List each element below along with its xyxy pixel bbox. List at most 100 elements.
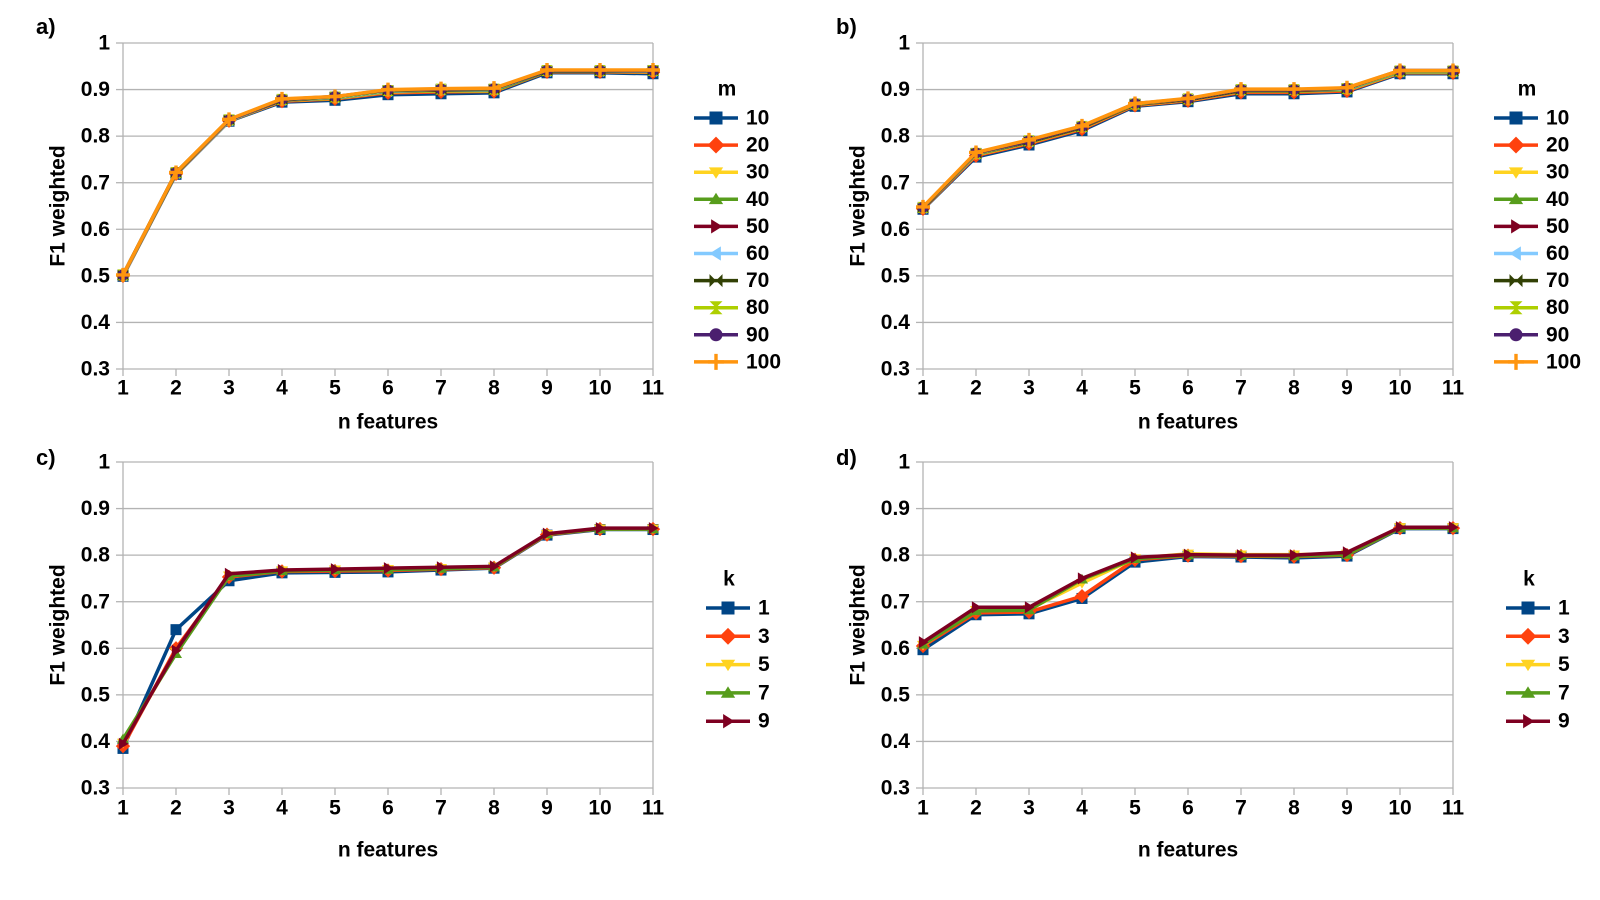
svg-text:0.4: 0.4 bbox=[881, 311, 911, 334]
svg-text:F1 weighted: F1 weighted bbox=[47, 145, 70, 266]
marker-triangle-right-icon bbox=[171, 644, 182, 657]
svg-text:4: 4 bbox=[276, 377, 288, 400]
svg-text:n features: n features bbox=[1138, 411, 1238, 434]
marker-triangle-right-icon bbox=[648, 522, 659, 535]
svg-text:9: 9 bbox=[541, 797, 553, 820]
marker-plus-icon bbox=[916, 199, 930, 214]
marker-triangle-right-icon bbox=[595, 522, 606, 535]
legend-marker-triangle-right-icon bbox=[1511, 219, 1523, 234]
svg-text:4: 4 bbox=[1076, 797, 1088, 820]
svg-text:10: 10 bbox=[1546, 107, 1569, 130]
marker-triangle-right-icon bbox=[1024, 601, 1035, 614]
marker-diamond-icon bbox=[1074, 588, 1090, 604]
svg-text:0.8: 0.8 bbox=[81, 125, 111, 148]
svg-text:5: 5 bbox=[329, 377, 341, 400]
legend-marker-triangle-down-icon bbox=[1520, 659, 1536, 672]
svg-text:0.6: 0.6 bbox=[881, 218, 910, 241]
svg-text:5: 5 bbox=[1129, 377, 1141, 400]
legend-marker-hourglass-icon bbox=[1509, 301, 1523, 315]
svg-text:0.7: 0.7 bbox=[881, 171, 910, 194]
svg-text:6: 6 bbox=[382, 797, 394, 820]
marker-triangle-right-icon bbox=[1130, 551, 1141, 564]
svg-text:n features: n features bbox=[1138, 839, 1238, 862]
svg-text:0.3: 0.3 bbox=[81, 777, 110, 800]
marker-triangle-right-icon bbox=[330, 563, 341, 576]
marker-triangle-right-icon bbox=[1289, 549, 1300, 562]
chart-panel-c: c) 0.3 0.4 0.5 0.6 0.7 0.8 0.9 1 1 2 3 4 5 6 7 8 9 10 11 n … bbox=[0, 437, 800, 900]
marker-plus-icon bbox=[540, 63, 554, 78]
legend-marker-square-icon bbox=[1509, 111, 1523, 125]
marker-triangle-right-icon bbox=[1448, 521, 1459, 534]
svg-text:10: 10 bbox=[1388, 377, 1411, 400]
svg-text:1: 1 bbox=[1558, 597, 1570, 620]
svg-text:8: 8 bbox=[1288, 797, 1300, 820]
marker-triangle-right-icon bbox=[1236, 549, 1247, 562]
svg-text:30: 30 bbox=[1546, 161, 1569, 184]
svg-text:80: 80 bbox=[746, 296, 769, 319]
marker-triangle-right-icon bbox=[542, 527, 553, 540]
svg-text:7: 7 bbox=[1558, 681, 1570, 704]
legend-marker-triangle-up-icon bbox=[1520, 686, 1536, 698]
svg-text:6: 6 bbox=[382, 377, 394, 400]
line-chart-d: 0.30.40.50.60.70.80.911 2 3 4 5 6 7 8 9 10 11n fea… bbox=[847, 451, 1570, 862]
legend-marker-triangle-right-icon bbox=[711, 219, 723, 234]
svg-text:k: k bbox=[1523, 568, 1535, 591]
marker-triangle-right-icon bbox=[118, 737, 129, 750]
legend-marker-bowtie-icon bbox=[1509, 274, 1523, 288]
marker-plus-icon bbox=[1234, 82, 1248, 97]
legend-marker-square-icon bbox=[709, 111, 723, 125]
svg-text:F1 weighted: F1 weighted bbox=[847, 145, 870, 266]
svg-text:4: 4 bbox=[276, 797, 288, 820]
svg-text:F1 weighted: F1 weighted bbox=[847, 564, 870, 685]
svg-text:9: 9 bbox=[1341, 797, 1353, 820]
svg-text:F1 weighted: F1 weighted bbox=[47, 564, 70, 685]
legend-marker-diamond-icon bbox=[707, 136, 725, 154]
svg-text:1: 1 bbox=[898, 451, 910, 474]
panel-label-a: a) bbox=[36, 14, 56, 39]
svg-text:0.8: 0.8 bbox=[881, 544, 911, 567]
svg-text:11: 11 bbox=[642, 377, 665, 400]
marker-triangle-right-icon bbox=[1395, 521, 1406, 534]
svg-text:0.8: 0.8 bbox=[881, 125, 911, 148]
svg-text:20: 20 bbox=[746, 134, 769, 157]
legend-marker-triangle-right-icon bbox=[1523, 714, 1535, 729]
svg-text:n features: n features bbox=[338, 839, 438, 862]
marker-plus-icon bbox=[1287, 82, 1301, 97]
svg-text:0.4: 0.4 bbox=[81, 730, 111, 753]
marker-plus-icon bbox=[1022, 132, 1036, 147]
svg-text:90: 90 bbox=[746, 323, 769, 346]
svg-text:0.5: 0.5 bbox=[81, 683, 111, 706]
line-chart-a: 0.30.40.50.60.70.80.911 2 3 4 5 6 7 8 9 10 11n fea… bbox=[47, 32, 782, 434]
marker-plus-icon bbox=[1340, 80, 1354, 95]
svg-text:0.7: 0.7 bbox=[81, 590, 110, 613]
svg-text:0.7: 0.7 bbox=[81, 171, 110, 194]
svg-text:11: 11 bbox=[642, 797, 665, 820]
marker-plus-icon bbox=[169, 165, 183, 180]
legend-marker-triangle-left-icon bbox=[709, 246, 721, 261]
svg-text:9: 9 bbox=[1341, 377, 1353, 400]
legend-marker-triangle-up-icon bbox=[708, 192, 724, 205]
svg-text:9: 9 bbox=[1558, 710, 1570, 733]
marker-triangle-right-icon bbox=[971, 601, 982, 614]
svg-text:2: 2 bbox=[170, 797, 182, 820]
svg-text:0.5: 0.5 bbox=[881, 264, 911, 287]
line-chart-b: 0.30.40.50.60.70.80.911 2 3 4 5 6 7 8 9 10 11n fea… bbox=[847, 32, 1582, 434]
svg-text:11: 11 bbox=[1442, 377, 1465, 400]
marker-plus-icon bbox=[1128, 96, 1142, 111]
svg-text:0.4: 0.4 bbox=[81, 311, 111, 334]
svg-text:0.5: 0.5 bbox=[881, 683, 911, 706]
svg-text:7: 7 bbox=[1235, 797, 1247, 820]
legend-marker-triangle-right-icon bbox=[723, 714, 735, 729]
svg-text:20: 20 bbox=[1546, 134, 1569, 157]
legend-marker-circle-icon bbox=[709, 328, 723, 342]
panel-label-c: c) bbox=[36, 445, 56, 470]
svg-text:5: 5 bbox=[329, 797, 341, 820]
svg-text:90: 90 bbox=[1546, 323, 1569, 346]
svg-text:7: 7 bbox=[435, 377, 447, 400]
svg-text:m: m bbox=[718, 78, 737, 101]
marker-plus-icon bbox=[275, 91, 289, 106]
svg-text:100: 100 bbox=[1546, 350, 1581, 373]
svg-text:7: 7 bbox=[758, 681, 770, 704]
svg-text:0.5: 0.5 bbox=[81, 264, 111, 287]
svg-text:5: 5 bbox=[1558, 653, 1570, 676]
